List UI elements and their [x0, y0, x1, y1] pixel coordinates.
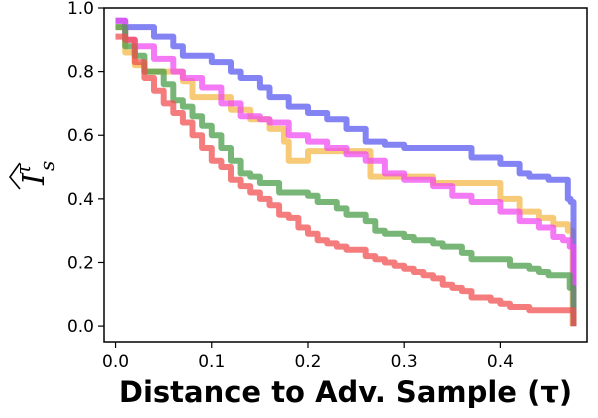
y-tick-label: 1.0 [67, 0, 94, 19]
series-line-2 [115, 17, 577, 327]
y-tick-label: 0.4 [67, 190, 94, 210]
y-axis-label-subscript: s [35, 161, 59, 171]
plot-frame [103, 7, 588, 343]
x-tick-label: 0.4 [487, 352, 514, 372]
series-line-4 [115, 24, 577, 327]
hat-accent [8, 162, 21, 190]
y-axis-label: Iτ s [8, 161, 59, 190]
x-tick-label: 0.1 [198, 352, 225, 372]
series-line-3 [115, 17, 577, 327]
y-axis-label-base: I [17, 172, 52, 186]
x-tick-label: 0.0 [102, 352, 129, 372]
series-line-5 [115, 33, 577, 327]
series-layer [115, 17, 577, 327]
y-tick-label: 0.8 [67, 63, 94, 83]
x-tick-label: 0.2 [294, 352, 321, 372]
axis-layer: 0.0 0.1 0.2 0.3 0.4 0.0 0.2 0.4 0.6 0.8 1.0 [67, 0, 514, 372]
y-axis-label-superscript: τ [11, 163, 35, 175]
x-axis-label: Distance to Adv. Sample (τ) [119, 375, 572, 409]
y-tick-label: 0.6 [67, 126, 94, 146]
x-tick-label: 0.3 [391, 352, 418, 372]
y-tick-label: 0.2 [67, 253, 94, 273]
y-tick-label: 0.0 [67, 317, 94, 337]
